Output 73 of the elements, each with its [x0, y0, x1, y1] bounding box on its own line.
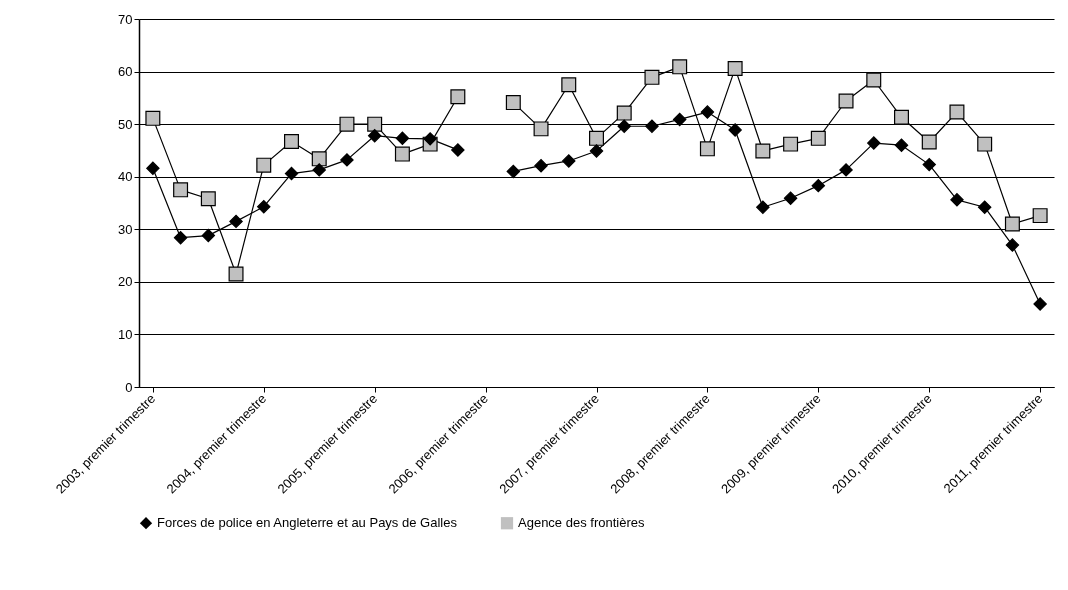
point — [1033, 297, 1047, 311]
point — [423, 132, 437, 146]
point — [450, 89, 466, 105]
point — [561, 77, 577, 93]
point — [311, 151, 327, 167]
y-tick-label: 50 — [118, 116, 133, 132]
point — [201, 228, 216, 243]
point — [1005, 238, 1020, 252]
point — [256, 157, 272, 173]
point — [783, 191, 798, 205]
point — [616, 105, 632, 121]
point — [921, 134, 937, 150]
legend-label: Agence des frontières — [518, 515, 645, 531]
point — [367, 128, 382, 143]
point — [894, 109, 909, 125]
y-tick-label: 60 — [118, 64, 133, 80]
point — [284, 134, 299, 149]
point — [173, 182, 189, 198]
point — [645, 119, 659, 133]
y-tick-label: 20 — [118, 274, 133, 290]
point — [200, 191, 216, 207]
point — [1032, 208, 1048, 224]
point — [312, 163, 326, 177]
point — [755, 143, 771, 159]
point — [922, 157, 936, 172]
point — [700, 105, 715, 119]
point — [506, 164, 521, 179]
point — [866, 72, 882, 88]
point — [533, 121, 549, 137]
point — [340, 153, 354, 167]
point — [950, 193, 964, 207]
y-tick-label: 40 — [118, 169, 133, 185]
point — [367, 116, 383, 132]
point — [257, 199, 271, 214]
point — [783, 136, 799, 152]
point — [395, 131, 410, 146]
point — [534, 158, 548, 173]
y-tick-label: 10 — [118, 326, 133, 342]
point — [451, 143, 465, 157]
point — [894, 138, 909, 152]
point — [644, 69, 660, 85]
point — [977, 136, 993, 152]
point — [949, 104, 965, 120]
point — [394, 146, 410, 162]
point — [173, 230, 188, 245]
point — [672, 59, 688, 75]
point — [505, 95, 521, 111]
point — [562, 154, 576, 168]
point — [756, 200, 770, 214]
point — [617, 119, 631, 133]
point — [229, 214, 243, 229]
y-tick-label: 70 — [118, 11, 133, 27]
point — [339, 116, 355, 132]
point — [699, 141, 715, 157]
point — [727, 60, 743, 76]
y-tick-label: 0 — [125, 379, 133, 395]
point — [838, 93, 854, 109]
legend-label: Forces de police en Angleterre et au Pays de Galles — [157, 515, 458, 531]
point — [228, 266, 244, 282]
point — [284, 166, 299, 181]
point — [146, 161, 160, 176]
point — [589, 130, 604, 146]
point — [811, 178, 826, 193]
y-tick-label: 30 — [118, 221, 133, 237]
point — [839, 163, 853, 177]
point — [589, 144, 604, 158]
point — [145, 110, 161, 126]
point — [867, 136, 881, 150]
point — [1004, 216, 1020, 232]
point — [728, 123, 742, 137]
point — [672, 112, 687, 127]
point — [977, 200, 992, 214]
point — [810, 130, 826, 146]
